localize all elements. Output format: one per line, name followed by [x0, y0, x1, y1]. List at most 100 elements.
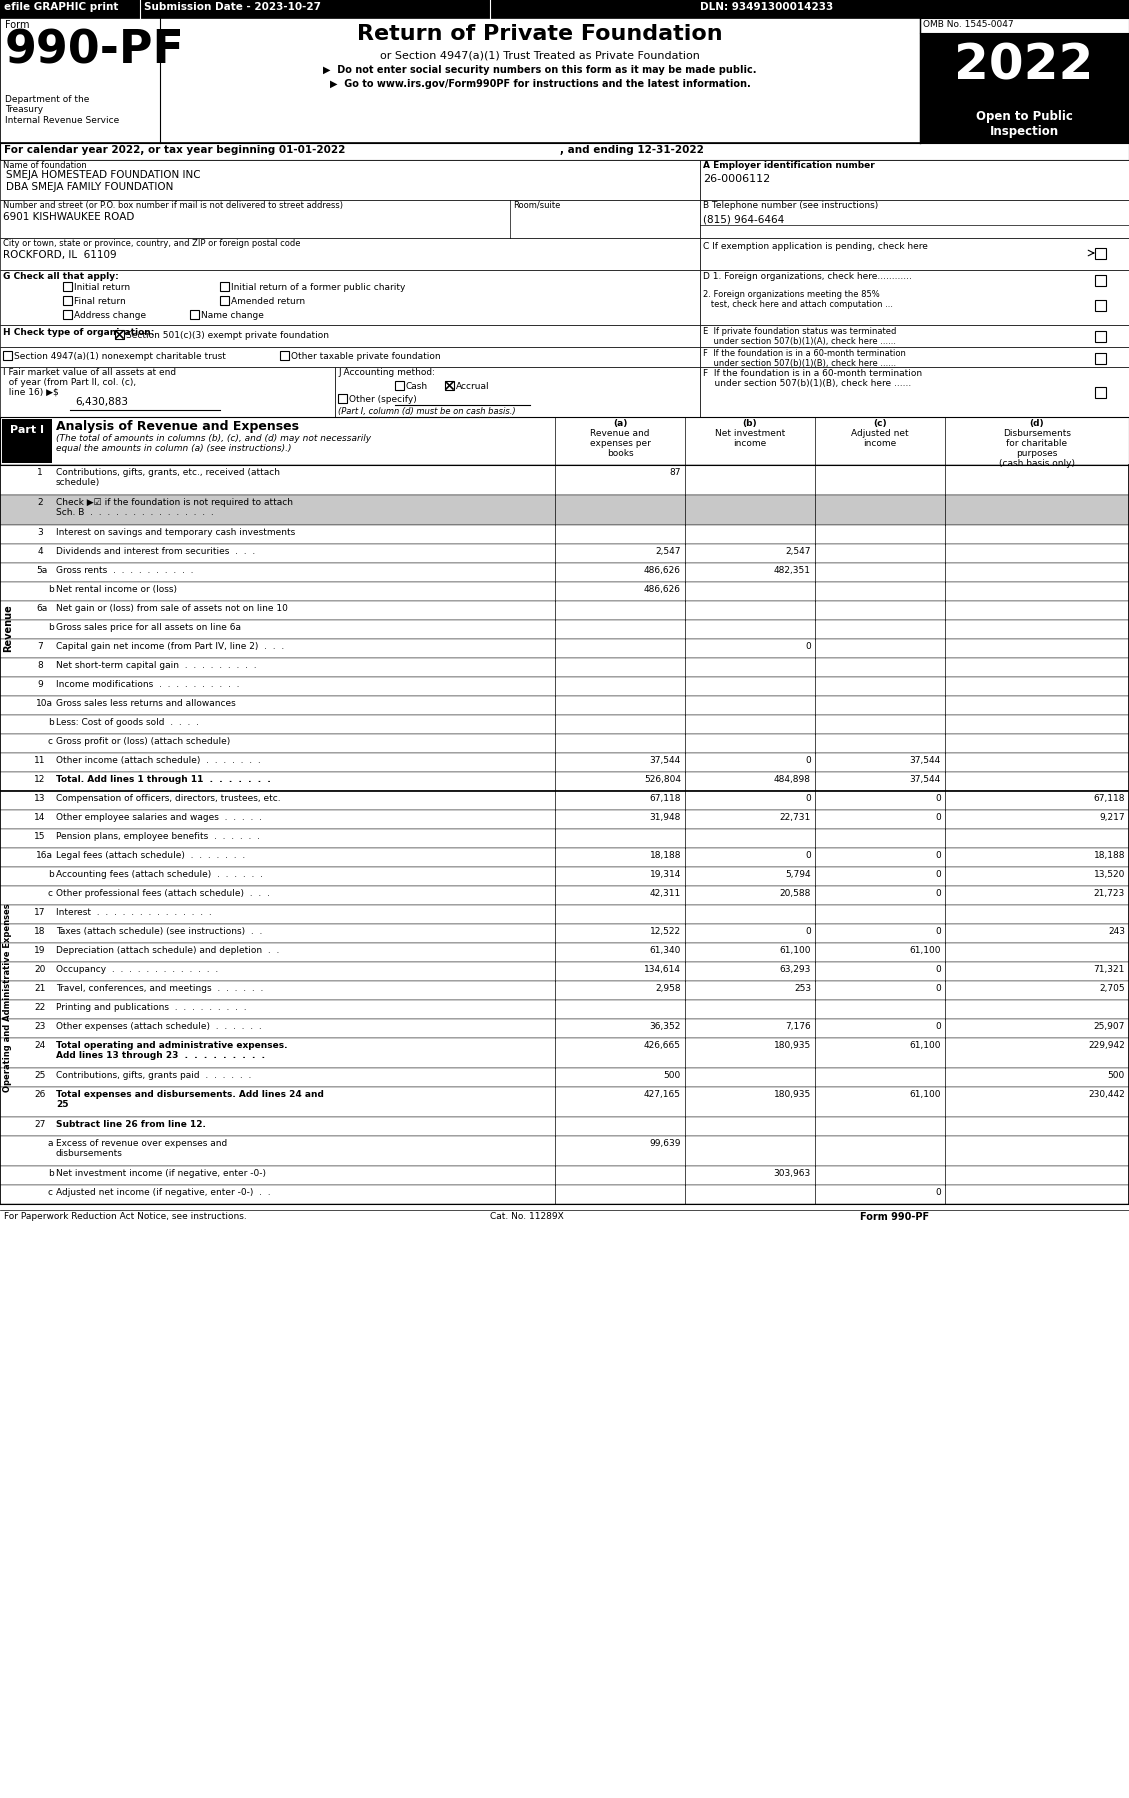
Bar	[0, 904, 1129, 924]
Text: 21: 21	[34, 984, 45, 992]
Text: Other taxable private foundation: Other taxable private foundation	[291, 352, 440, 361]
Text: 9,217: 9,217	[1100, 813, 1124, 822]
Text: G Check all that apply:: G Check all that apply:	[3, 271, 119, 280]
Text: 486,626: 486,626	[644, 584, 681, 593]
Text: (cash basis only): (cash basis only)	[999, 458, 1075, 467]
Bar	[0, 583, 1129, 601]
Text: Depreciation (attach schedule) and depletion  .  .: Depreciation (attach schedule) and deple…	[56, 946, 279, 955]
Bar	[700, 325, 1129, 347]
Text: 99,639: 99,639	[649, 1138, 681, 1147]
Text: Initial return of a former public charity: Initial return of a former public charit…	[231, 282, 405, 291]
Text: Pension plans, employee benefits  .  .  .  .  .  .: Pension plans, employee benefits . . . .…	[56, 832, 260, 841]
Bar	[1095, 300, 1106, 311]
Text: a: a	[49, 1138, 53, 1147]
Bar	[220, 297, 229, 306]
Bar	[0, 771, 1129, 791]
Bar	[2, 419, 52, 464]
Text: 0: 0	[935, 1188, 940, 1197]
Text: For Paperwork Reduction Act Notice, see instructions.: For Paperwork Reduction Act Notice, see …	[5, 1212, 247, 1221]
Text: b: b	[49, 1169, 54, 1178]
Text: b: b	[49, 870, 54, 879]
Text: 0: 0	[935, 870, 940, 879]
Text: 427,165: 427,165	[644, 1090, 681, 1099]
Text: 2,958: 2,958	[655, 984, 681, 992]
Text: 134,614: 134,614	[644, 966, 681, 975]
Text: 12,522: 12,522	[650, 928, 681, 937]
Text: Less: Cost of goods sold  .  .  .  .: Less: Cost of goods sold . . . .	[56, 717, 199, 726]
Text: Form: Form	[5, 20, 29, 31]
Text: Name change: Name change	[201, 311, 264, 320]
Bar	[0, 494, 1129, 525]
Text: 0: 0	[935, 795, 940, 804]
Bar	[0, 658, 1129, 678]
Text: 0: 0	[805, 928, 811, 937]
Bar	[63, 297, 72, 306]
Bar	[0, 160, 700, 200]
Bar	[0, 886, 1129, 904]
Text: Net rental income or (loss): Net rental income or (loss)	[56, 584, 177, 593]
Text: Room/suite: Room/suite	[513, 201, 560, 210]
Text: Capital gain net income (from Part IV, line 2)  .  .  .: Capital gain net income (from Part IV, l…	[56, 642, 285, 651]
Text: 61,340: 61,340	[649, 946, 681, 955]
Text: Section 501(c)(3) exempt private foundation: Section 501(c)(3) exempt private foundat…	[126, 331, 329, 340]
Text: 0: 0	[935, 850, 940, 859]
Bar	[338, 394, 347, 403]
Text: D 1. Foreign organizations, check here............: D 1. Foreign organizations, check here..…	[703, 271, 912, 280]
Text: Name of foundation: Name of foundation	[3, 162, 87, 171]
Bar	[0, 1088, 1129, 1117]
Text: Revenue: Revenue	[3, 604, 14, 653]
Text: 0: 0	[935, 888, 940, 897]
Text: 36,352: 36,352	[649, 1021, 681, 1030]
Text: 17: 17	[34, 908, 46, 917]
Text: 25,907: 25,907	[1094, 1021, 1124, 1030]
Text: Department of the
Treasury
Internal Revenue Service: Department of the Treasury Internal Reve…	[5, 95, 120, 124]
Text: (c): (c)	[873, 419, 886, 428]
Text: 230,442: 230,442	[1088, 1090, 1124, 1099]
Text: c: c	[49, 737, 53, 746]
Bar	[0, 620, 1129, 638]
Text: 2,705: 2,705	[1100, 984, 1124, 992]
Bar	[0, 849, 1129, 867]
Text: Legal fees (attach schedule)  .  .  .  .  .  .  .: Legal fees (attach schedule) . . . . . .…	[56, 850, 245, 859]
Text: 2022: 2022	[954, 41, 1094, 90]
Text: Adjusted net income (if negative, enter -0-)  .  .: Adjusted net income (if negative, enter …	[56, 1188, 271, 1197]
Bar	[0, 466, 1129, 494]
Bar	[0, 563, 1129, 583]
Text: Interest  .  .  .  .  .  .  .  .  .  .  .  .  .  .: Interest . . . . . . . . . . . . . .	[56, 908, 212, 917]
Text: income: income	[864, 439, 896, 448]
Bar	[0, 601, 1129, 620]
Text: c: c	[49, 888, 53, 897]
Text: 16a: 16a	[36, 850, 53, 859]
Bar	[0, 791, 1129, 811]
Text: Taxes (attach schedule) (see instructions)  .  .: Taxes (attach schedule) (see instruction…	[56, 928, 262, 937]
Bar	[700, 270, 1129, 325]
Text: 0: 0	[805, 755, 811, 764]
Bar	[1095, 352, 1106, 363]
Bar	[0, 1068, 1129, 1088]
Text: Other (specify): Other (specify)	[349, 396, 417, 405]
Text: 484,898: 484,898	[774, 775, 811, 784]
Text: OMB No. 1545-0047: OMB No. 1545-0047	[924, 20, 1014, 29]
Bar	[700, 367, 1129, 417]
Text: 8: 8	[37, 662, 43, 671]
Text: Contributions, gifts, grants, etc., received (attach
schedule): Contributions, gifts, grants, etc., rece…	[56, 467, 280, 487]
Bar	[0, 924, 1129, 942]
Text: b: b	[49, 584, 54, 593]
Text: 0: 0	[935, 984, 940, 992]
Text: or Section 4947(a)(1) Trust Treated as Private Foundation: or Section 4947(a)(1) Trust Treated as P…	[380, 50, 700, 59]
Text: expenses per: expenses per	[589, 439, 650, 448]
Text: Interest on savings and temporary cash investments: Interest on savings and temporary cash i…	[56, 529, 296, 538]
Bar	[0, 1185, 1129, 1205]
Text: Part I: Part I	[10, 424, 44, 435]
Text: 2,547: 2,547	[786, 547, 811, 556]
Text: 2: 2	[37, 498, 43, 507]
Bar	[0, 829, 1129, 849]
Text: 42,311: 42,311	[650, 888, 681, 897]
Text: 0: 0	[935, 928, 940, 937]
Text: 486,626: 486,626	[644, 566, 681, 575]
Text: Form 990-PF: Form 990-PF	[860, 1212, 929, 1223]
Text: Accounting fees (attach schedule)  .  .  .  .  .  .: Accounting fees (attach schedule) . . . …	[56, 870, 263, 879]
Text: 37,544: 37,544	[910, 755, 940, 764]
Text: 27: 27	[34, 1120, 45, 1129]
Text: 6901 KISHWAUKEE ROAD: 6901 KISHWAUKEE ROAD	[3, 212, 134, 221]
